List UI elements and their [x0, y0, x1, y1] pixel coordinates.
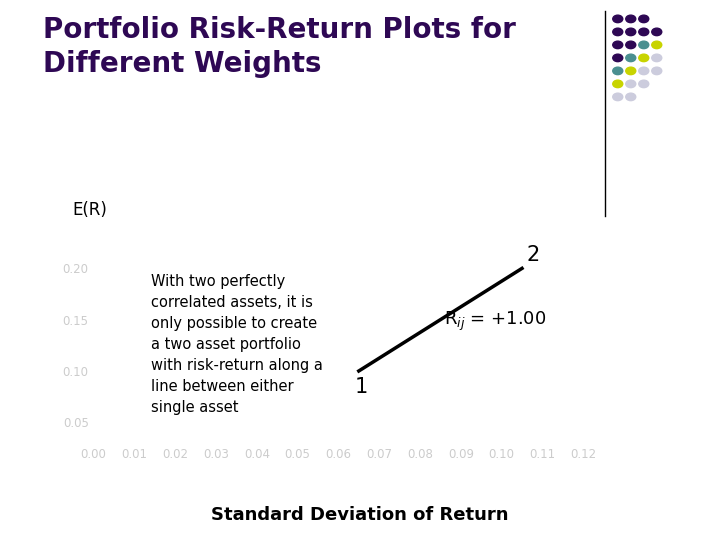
Text: E(R): E(R)	[72, 201, 107, 219]
Text: Standard Deviation of Return: Standard Deviation of Return	[211, 506, 509, 524]
Text: R$_{ij}$ = +1.00: R$_{ij}$ = +1.00	[444, 310, 547, 333]
Text: With two perfectly
correlated assets, it is
only possible to create
a two asset : With two perfectly correlated assets, it…	[150, 273, 323, 415]
Text: 1: 1	[355, 377, 368, 397]
Text: 2: 2	[526, 245, 539, 265]
Text: Portfolio Risk-Return Plots for
Different Weights: Portfolio Risk-Return Plots for Differen…	[43, 16, 516, 78]
